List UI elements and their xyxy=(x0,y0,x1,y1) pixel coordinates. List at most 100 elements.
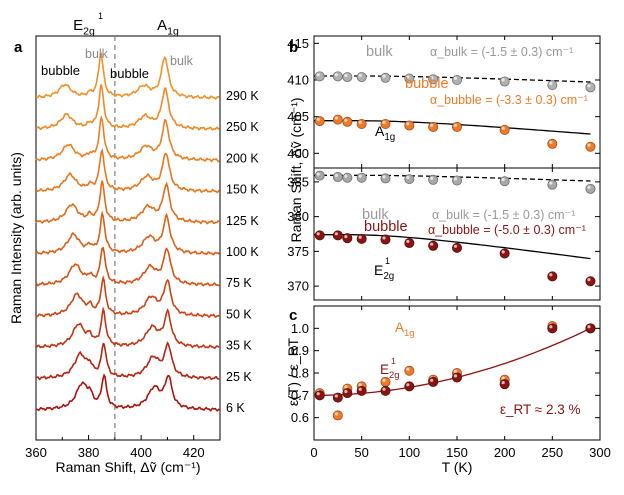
point-highlight xyxy=(344,73,348,78)
point-E2g xyxy=(428,376,439,387)
spectrum-6K xyxy=(35,373,220,412)
point-highlight xyxy=(358,174,362,178)
point-highlight xyxy=(316,172,320,176)
point-highlight xyxy=(430,76,434,80)
ytick-label: 375 xyxy=(287,244,309,259)
point-bubble xyxy=(451,121,462,132)
point-highlight xyxy=(382,175,386,179)
point-highlight xyxy=(501,126,505,130)
b-top-bulk-label: bulk xyxy=(366,44,393,60)
point-highlight xyxy=(430,378,434,382)
point-bulk xyxy=(585,183,596,194)
panel-c-ylabel: ε(T) / ε_RT xyxy=(285,337,301,406)
panel-b-e2g-plot: 370 375 380 385 bulk α_bulk = (-1.5 ± 0.3) cm… xyxy=(287,168,600,300)
temperature-label: 75 K xyxy=(226,276,252,290)
point-bubble xyxy=(499,248,510,259)
point-highlight xyxy=(334,73,338,77)
point-bubble xyxy=(428,121,439,132)
fit-line-bulk xyxy=(314,75,591,83)
panel-a-xtick-label: 400 xyxy=(130,445,152,460)
b-bottom-alpha-bubble: α_bubble = (-5.0 ± 0.3) cm⁻¹ xyxy=(428,223,586,237)
spectrum-250K xyxy=(35,84,220,131)
point-bubble xyxy=(428,240,439,251)
panel-a-bubble-left: bubble xyxy=(41,63,80,78)
point-bulk xyxy=(428,174,439,185)
point-highlight xyxy=(358,235,362,239)
point-highlight xyxy=(382,387,386,391)
point-highlight xyxy=(344,234,348,239)
spectrum-100K xyxy=(35,210,220,256)
ytick-label: 0.9 xyxy=(291,343,309,358)
point-highlight xyxy=(358,383,362,387)
panel-c-xtick-label: 250 xyxy=(541,445,563,460)
point-highlight xyxy=(358,387,362,391)
point-highlight xyxy=(344,389,348,394)
point-highlight xyxy=(406,383,410,387)
panel-a-ylabel: Raman Intensity (arb. units) xyxy=(8,152,24,324)
panel-a-frame xyxy=(35,35,221,441)
point-bubble xyxy=(380,234,391,245)
panel-a-e2g-superscript: 1 xyxy=(98,11,103,21)
point-highlight xyxy=(334,394,338,398)
temperature-label: 290 K xyxy=(226,89,259,103)
point-bulk xyxy=(356,72,367,83)
b-bottom-bubble-label: bubble xyxy=(364,219,408,235)
point-highlight xyxy=(501,250,505,254)
point-bubble xyxy=(332,230,343,241)
point-highlight xyxy=(316,117,320,122)
point-E2g xyxy=(380,385,391,396)
point-highlight xyxy=(430,242,434,246)
point-highlight xyxy=(382,378,386,382)
point-bulk xyxy=(342,72,353,83)
temperature-label: 35 K xyxy=(226,339,252,353)
temperature-label: 125 K xyxy=(226,214,259,228)
ytick-label: 380 xyxy=(287,209,309,224)
point-highlight xyxy=(382,74,386,78)
point-highlight xyxy=(344,385,348,389)
temperature-label: 150 K xyxy=(226,183,259,197)
panel-a-bubble-right: bubble xyxy=(110,66,149,81)
point-bubble xyxy=(499,124,510,135)
point-bubble xyxy=(314,116,325,127)
point-bubble xyxy=(585,276,596,287)
point-highlight xyxy=(430,176,434,180)
point-highlight xyxy=(549,81,553,86)
point-highlight xyxy=(430,123,434,127)
point-highlight xyxy=(358,73,362,78)
ytick-label: 415 xyxy=(287,36,309,51)
panel-label-b: b xyxy=(289,39,298,56)
point-highlight xyxy=(549,273,553,277)
point-highlight xyxy=(501,78,505,82)
panel-c-xtick-label: 300 xyxy=(589,445,611,460)
point-highlight xyxy=(316,232,320,236)
panel-b-ylabel: Raman Shift, Δṽ (cm⁻¹) xyxy=(288,97,304,242)
temperature-label: 50 K xyxy=(226,307,252,321)
panel-c-xlabel: T (K) xyxy=(442,459,473,475)
point-E2g xyxy=(332,392,343,403)
panel-a-xlabel: Raman Shift, Δṽ (cm⁻¹) xyxy=(55,459,200,475)
ytick-label: 405 xyxy=(287,109,309,124)
point-highlight xyxy=(453,177,458,181)
point-A1g xyxy=(404,365,415,376)
point-bulk xyxy=(451,175,462,186)
ytick-label: 385 xyxy=(287,174,309,189)
point-highlight xyxy=(587,325,591,329)
point-E2g xyxy=(547,323,558,334)
point-bulk xyxy=(499,76,510,87)
point-bubble xyxy=(404,120,415,131)
point-bubble xyxy=(342,233,353,244)
point-bulk xyxy=(332,71,343,82)
point-bulk xyxy=(314,71,325,82)
spectrum-25K xyxy=(35,341,220,381)
point-bulk xyxy=(356,172,367,183)
temperature-label: 6 K xyxy=(226,401,245,415)
b-top-alpha-bulk: α_bulk = (-1.5 ± 0.3) cm⁻¹ xyxy=(430,45,573,59)
point-bubble xyxy=(314,230,325,241)
ytick-label: 370 xyxy=(287,279,309,294)
point-highlight xyxy=(316,392,320,396)
point-highlight xyxy=(334,173,338,178)
spectrum-75K xyxy=(35,246,220,287)
point-highlight xyxy=(344,174,348,178)
